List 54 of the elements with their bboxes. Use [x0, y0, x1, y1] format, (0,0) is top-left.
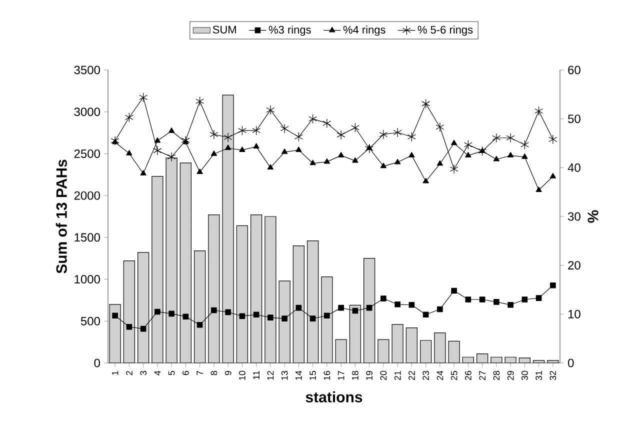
x-tick-label: 6 [182, 370, 189, 376]
x-tick-label: 7 [196, 370, 203, 376]
legend-label: SUM [212, 26, 236, 34]
x-tick-label: 31 [536, 370, 542, 380]
y2-axis-title: % [588, 210, 598, 223]
x-tick-label: 11 [253, 370, 260, 380]
y-tick-label: 500 [80, 316, 100, 326]
x-tick-label: 32 [550, 370, 556, 380]
x-tick-label: 20 [380, 370, 387, 380]
y-tick-label: 1500 [74, 233, 100, 242]
y-tick-label: 1000 [74, 275, 100, 284]
x-tick-label: 12 [267, 370, 274, 380]
x-tick-label: 9 [224, 370, 232, 376]
x-tick-label: 30 [521, 370, 528, 380]
x-tick-label: 22 [408, 370, 415, 380]
x-tick-label: 2 [126, 370, 132, 376]
x-tick-label: 14 [296, 370, 302, 380]
y2-tick-label: 30 [568, 212, 580, 221]
x-tick-label: 24 [436, 370, 444, 380]
x-tick-label: 10 [239, 370, 246, 380]
x-tick-label: 21 [394, 370, 401, 380]
x-tick-label: 3 [140, 370, 147, 376]
x-tick-label: 4 [154, 370, 161, 376]
y2-tick-label: 40 [568, 163, 580, 172]
x-tick-label: 1 [112, 370, 118, 375]
x-tick-label: 23 [422, 370, 430, 380]
y2-tick-label: 0 [568, 358, 574, 368]
y2-tick-label: 50 [568, 114, 580, 124]
y-tick-label: 3500 [74, 66, 100, 74]
x-tick-label: 28 [493, 370, 500, 380]
legend-label: % 5-6 rings [418, 26, 473, 36]
y-axis-title: Sum of 13 PAHs [56, 160, 67, 274]
legend-label: %4 rings [343, 26, 386, 36]
x-tick-label: 29 [507, 370, 514, 380]
x-tick-label: 13 [281, 370, 288, 380]
x-tick-label: 26 [464, 370, 472, 380]
y-tick-label: 2500 [74, 149, 100, 158]
x-tick-label: 18 [352, 370, 358, 380]
legend-label: %3 rings [268, 26, 311, 36]
x-tick-label: 8 [210, 370, 218, 376]
x-tick-label: 27 [479, 370, 486, 380]
y-tick-label: 2000 [74, 191, 100, 200]
y-tick-label: 3000 [74, 108, 100, 116]
y-tick-label: 0 [94, 358, 100, 368]
y2-tick-label: 20 [568, 261, 580, 270]
x-tick-label: 5 [168, 370, 175, 376]
x-tick-label: 15 [310, 370, 316, 380]
x-axis-title: stations [306, 391, 362, 402]
x-tick-label: 25 [450, 370, 458, 380]
x-tick-label: 17 [338, 370, 344, 380]
x-tick-label: 16 [324, 370, 330, 380]
y2-tick-label: 10 [568, 310, 580, 318]
x-tick-label: 19 [366, 370, 373, 380]
y2-tick-label: 60 [568, 66, 580, 74]
